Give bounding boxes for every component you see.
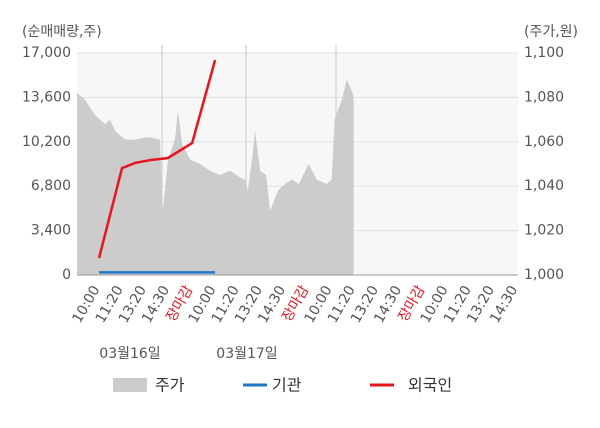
- y-tick-label: 6,800: [31, 178, 71, 194]
- legend-swatch: [113, 378, 147, 392]
- y2-tick-label: 1,060: [524, 134, 564, 150]
- y2-tick-label: 1,040: [524, 178, 564, 194]
- y2-axis-label: (주가,원): [524, 24, 578, 40]
- y2-tick-label: 1,020: [524, 223, 564, 239]
- y2-tick-label: 1,000: [524, 267, 564, 283]
- legend-label: 외국인: [408, 376, 452, 395]
- y-axis-label: (순매매량,주): [22, 24, 102, 40]
- legend-label: 주가: [155, 376, 185, 395]
- y-tick-label: 13,600: [22, 89, 71, 105]
- y-tick-label: 10,200: [22, 134, 71, 150]
- date-label: 03월17일: [216, 346, 277, 362]
- y2-tick-label: 1,080: [524, 89, 564, 105]
- series-line: [97, 59, 217, 259]
- y2-tick-label: 1,100: [524, 45, 564, 61]
- y-tick-label: 3,400: [31, 223, 71, 239]
- date-label: 03월16일: [99, 346, 160, 362]
- legend-label: 기관: [272, 376, 302, 395]
- price-area: [77, 79, 354, 275]
- y-tick-label: 0: [62, 267, 71, 283]
- y-tick-label: 17,000: [22, 45, 71, 61]
